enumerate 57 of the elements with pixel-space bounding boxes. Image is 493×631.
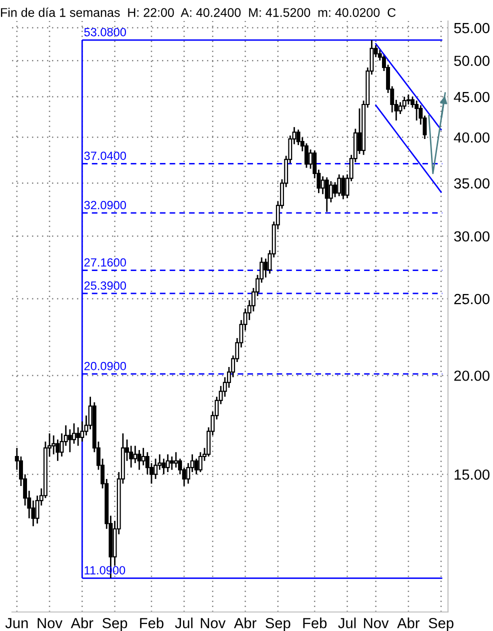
ref-line-label: 53.0800	[84, 28, 126, 36]
candlestick	[194, 458, 198, 476]
ref-line-label: 27.1600	[84, 258, 126, 267]
candlestick	[56, 438, 60, 462]
x-tick-label: Sep	[428, 618, 454, 631]
y-tick-label: 30.00	[454, 231, 490, 242]
x-tick-label: Abr	[70, 618, 94, 628]
candlestick	[324, 176, 329, 212]
candlestick	[154, 458, 158, 480]
y-tick-label: 45.00	[454, 92, 490, 102]
candlestick	[141, 447, 146, 466]
candlestick	[162, 458, 166, 476]
y-tick-label: 20.00	[454, 370, 490, 381]
ref-line-label: 25.3900	[84, 281, 126, 290]
candlestick	[166, 454, 170, 473]
y-tick-label: 55.00	[454, 22, 490, 34]
candlestick	[406, 94, 410, 106]
candlestick	[341, 174, 346, 200]
candlestick	[198, 451, 202, 473]
x-tick-label: Abr	[234, 618, 256, 628]
candlestick	[137, 449, 142, 470]
candlestick	[337, 174, 342, 197]
line-series	[375, 43, 442, 130]
candlestick	[133, 445, 138, 464]
candlestick	[320, 176, 325, 195]
candlestick	[328, 180, 333, 204]
ref-line-label: 37.0400	[84, 152, 126, 160]
chart-title: Fin de día 1 semanas H: 22:00 A: 40.2400 M: 41.5200 m: 40.0200 C	[1, 8, 396, 17]
candlestick	[398, 101, 402, 115]
x-tick-label: Feb	[303, 618, 327, 628]
x-tick-label: Jul	[338, 618, 356, 628]
ref-line-label: 32.0900	[84, 200, 126, 210]
ref-line-label: 20.0900	[84, 362, 126, 370]
y-tick-label: 25.00	[454, 294, 490, 304]
candlestick	[333, 181, 338, 198]
candlestick	[68, 428, 72, 453]
candlestick	[76, 426, 80, 446]
x-tick-label: Jul	[175, 618, 192, 628]
x-tick-label: Nov	[200, 618, 226, 628]
candlestick	[174, 451, 178, 468]
line-series	[428, 92, 446, 174]
x-tick-label: Feb	[140, 618, 164, 628]
x-tick-label: Jun	[5, 618, 28, 628]
candlestick	[170, 456, 174, 470]
y-tick-label: 40.00	[454, 132, 490, 143]
x-tick-label: Nov	[364, 618, 389, 628]
x-tick-label: Sep	[266, 618, 290, 631]
y-tick-label: 15.00	[454, 469, 490, 480]
candlestick	[358, 108, 362, 155]
y-tick-label: 50.00	[454, 56, 490, 66]
y-tick-label: 35.00	[454, 178, 490, 189]
x-tick-label: Sep	[102, 618, 128, 631]
candlestick	[414, 100, 419, 122]
candlestick	[402, 96, 406, 110]
candlestick	[52, 434, 56, 456]
x-tick-label: Nov	[38, 618, 62, 628]
x-tick-label: Abr	[397, 618, 420, 628]
